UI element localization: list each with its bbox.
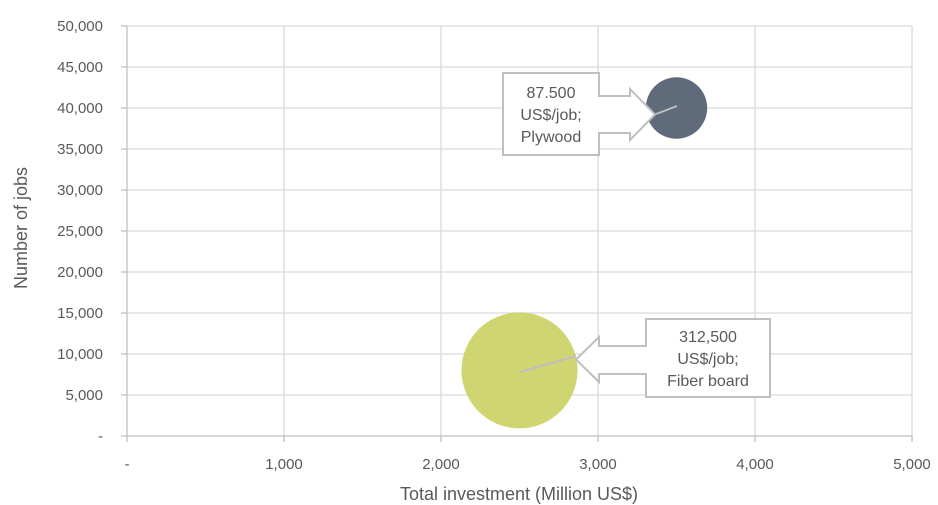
- y-tick-label: 20,000: [57, 264, 103, 281]
- callout-leader: [655, 105, 678, 115]
- x-tick-label: 1,000: [265, 456, 303, 473]
- y-tick-label: 45,000: [57, 59, 103, 76]
- data-label: US$/job;: [677, 351, 738, 368]
- x-tick-label: 5,000: [893, 456, 931, 473]
- callout-box: [574, 318, 771, 398]
- data-label: US$/job;: [520, 107, 581, 124]
- callout-leader: [519, 355, 577, 373]
- y-tick-label: -: [98, 428, 103, 445]
- y-tick-label: 50,000: [57, 18, 103, 35]
- callout-box: [502, 72, 657, 156]
- bubble-callout: 87.500 US$/job; Plywood: [502, 72, 678, 156]
- x-axis-title: Total investment (Million US$): [400, 484, 638, 504]
- y-tick-label: 5,000: [65, 387, 103, 404]
- callout-layer: 87.500 US$/job; Plywood 312,500 US$/job; Fibe…: [502, 72, 771, 398]
- bubble-point: [645, 77, 708, 139]
- y-tick-label: 10,000: [57, 346, 103, 363]
- bubble-callout: 312,500 US$/job; Fiber board: [519, 318, 771, 398]
- y-tick-label: 35,000: [57, 141, 103, 158]
- y-axis-title: Number of jobs: [11, 167, 31, 289]
- data-label: Fiber board: [667, 373, 749, 390]
- bubble-point: [461, 312, 578, 429]
- x-tick-label: -: [125, 456, 130, 473]
- data-label: Plywood: [521, 129, 581, 146]
- x-tick-label: 3,000: [579, 456, 617, 473]
- data-label: 87.500: [527, 85, 576, 102]
- x-tick-label: 4,000: [736, 456, 774, 473]
- y-tick-label: 15,000: [57, 305, 103, 322]
- axes: - 5,000 10,000 15,000 20,000 25,000 30,000 35,0…: [57, 18, 931, 473]
- bubble-layer: [461, 77, 708, 429]
- y-tick-label: 30,000: [57, 182, 103, 199]
- data-label: 312,500: [679, 329, 737, 346]
- y-tick-label: 40,000: [57, 100, 103, 117]
- x-tick-label: 2,000: [422, 456, 460, 473]
- y-tick-label: 25,000: [57, 223, 103, 240]
